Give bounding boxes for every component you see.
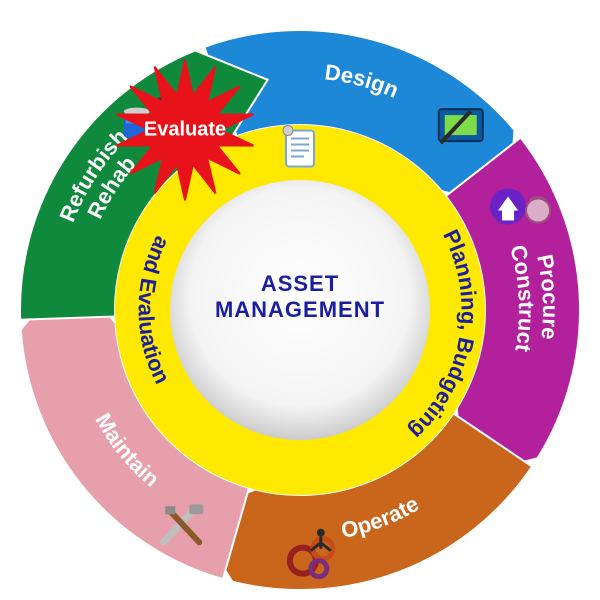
cycle-diagram: Planning, Budgeting and Evaluation Desig…: [0, 0, 600, 600]
evaluate-starburst: Evaluate: [110, 55, 260, 205]
title-line1: ASSET: [261, 271, 339, 296]
title-line2: MANAGEMENT: [215, 297, 385, 322]
evaluate-label: Evaluate: [144, 119, 226, 142]
center-title: ASSET MANAGEMENT: [215, 271, 385, 324]
